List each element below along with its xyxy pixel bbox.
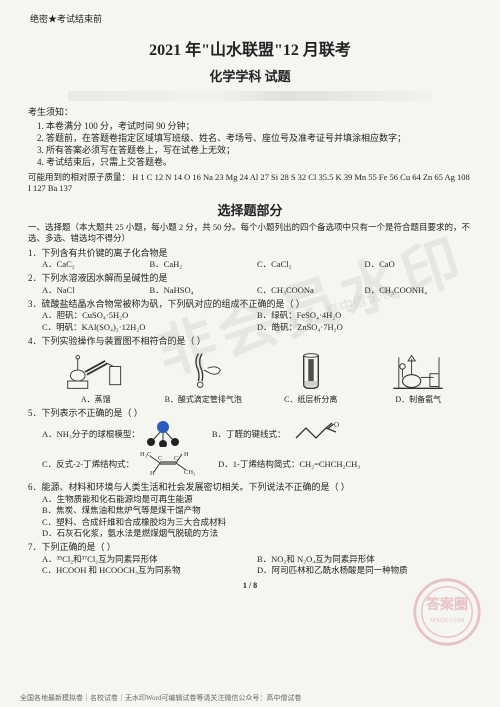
q1-opt-d: D．CaO — [365, 259, 473, 270]
q5-opt-c: C．反式-2-丁烯结构式： — [42, 459, 134, 470]
question-6: 6．能源、材料和环境与人类生活和社会发展密切相关。下列说法不正确的是（ ） A．… — [28, 481, 472, 539]
section-title: 选择题部分 — [28, 200, 472, 219]
notice-item: 答题前，在答题卷指定区域填写班级、姓名、考场号、座位号及准考证号并填涂相应数字； — [46, 132, 472, 144]
q7-opt-a: A．³⁵Cl₂和³⁷Cl₂互为同素异形体 — [42, 554, 257, 565]
fig-distillation: A．蒸馏 — [56, 350, 136, 405]
q5-opt-d: D．1-丁烯结构简式：CH₂=CHCH₂CH₃ — [218, 459, 360, 470]
q3-opt-a: A．胆矾：CuSO₄·5H₂O — [42, 310, 257, 321]
q7-opt-c: C．HCOOH 和 HCOOCH₃互为同系物 — [42, 565, 257, 576]
q6-opt-a: A．生物质能和化石能源均是可再生能源 — [42, 494, 472, 505]
q5-stem: 5．下列表示不正确的是（ ） — [28, 407, 472, 419]
q4-label-c: C．纸层析分离 — [284, 394, 337, 405]
question-2: 2．下列水溶液因水解而呈碱性的是 A．NaCl B．NaHSO₄ C．CH₃CO… — [28, 272, 472, 296]
q1-opt-b: B．CaH₂ — [150, 259, 258, 270]
q2-opt-a: A．NaCl — [42, 285, 150, 296]
q1-stem: 1．下列含有共价键的离子化合物是 — [28, 247, 472, 259]
svg-text:MXQE.COM: MXQE.COM — [430, 617, 465, 624]
fig-burette: B．酸式滴定管排气泡 — [163, 350, 243, 405]
exam-title: 2021 年"山水联盟"12 月联考 — [28, 36, 472, 60]
question-7: 7．下列正确的是（ ） A．³⁵Cl₂和³⁷Cl₂互为同素异形体 B．NO₂和 … — [28, 541, 472, 576]
notice-list: 本卷满分 100 分，考试时间 90 分钟； 答题前，在答题卷指定区域填写班级、… — [46, 120, 472, 169]
notice-label: 考生须知： — [28, 105, 472, 118]
q4-label-a: A．蒸馏 — [81, 394, 111, 405]
q7-stem: 7．下列正确的是（ ） — [28, 541, 472, 553]
q6-stem: 6．能源、材料和环境与人类生活和社会发展密切相关。下列说法不正确的是（ ） — [28, 481, 472, 493]
question-4: 4．下列实验操作与装置图不相符合的是（ ） A．蒸馏 — [28, 335, 472, 405]
q4-stem: 4．下列实验操作与装置图不相符合的是（ ） — [28, 335, 472, 347]
subject-title: 化学学科 试题 — [28, 66, 472, 85]
q6-opt-b: B．焦炭、煤焦油和焦炉气等是煤干馏产物 — [42, 505, 472, 516]
q4-figures: A．蒸馏 B．酸式滴定管排气泡 C．纸层析分离 — [42, 350, 472, 405]
q7-opt-d: D．阿司匹林和乙酰水杨酸是同一种物质 — [257, 565, 472, 576]
q3-opt-b: B．绿矾：FeSO₄·4H₂O — [257, 310, 472, 321]
q5-opt-b: B．丁醛的键线式： — [212, 429, 286, 440]
q2-stem: 2．下列水溶液因水解而呈碱性的是 — [28, 272, 472, 284]
smudge-bar — [68, 91, 432, 101]
confidential-label: 绝密★考试结束前 — [30, 12, 102, 25]
butanal-skeletal-icon: O — [292, 422, 342, 447]
trans-2-butene-icon: H₃C H H CH₃ C C — [140, 450, 196, 479]
q6-opt-c: C．塑料、合成纤维和合成橡胶均为三大合成材料 — [42, 517, 472, 528]
answer-stamp-icon: 答案圈 MXQE.COM — [412, 577, 482, 647]
q6-opt-d: D．石灰石化浆，氨水法是燃煤烟气脱硫的方法 — [42, 528, 472, 539]
svg-text:C: C — [158, 455, 162, 462]
q4-label-d: D．制备氨气 — [395, 394, 441, 405]
question-5: 5．下列表示不正确的是（ ） A．NH₃分子的球棍模型： B．丁醛的键线式： — [28, 407, 472, 479]
q1-opt-a: A．CaC₂ — [42, 259, 150, 270]
notice-item: 所有答案必须写在答题卷上，写在试卷上无效； — [46, 144, 472, 156]
page-number: 1 / 8 — [28, 581, 472, 590]
question-3: 3．硫酸盐结晶水合物常被称为矾，下列矾对应的组成不正确的是（ ） A．胆矾：Cu… — [28, 298, 472, 333]
atomic-masses: 可能用到的相对原子质量： H 1 C 12 N 14 O 16 Na 23 Mg… — [28, 172, 472, 194]
q5-opt-a: A．NH₃分子的球棍模型： — [42, 429, 140, 440]
footer: 全国各地最新模拟卷｜名校试卷｜无水印Word可编辑试卷等请关注微信公众号：高中僧… — [0, 693, 500, 703]
svg-text:H₃C: H₃C — [140, 451, 151, 458]
svg-text:O: O — [334, 422, 339, 429]
atomic-label: 可能用到的相对原子质量： — [28, 172, 130, 182]
q3-opt-c: C．明矾：KAl(SO₄)₂·12H₂O — [42, 322, 257, 333]
q4-label-b: B．酸式滴定管排气泡 — [165, 394, 242, 405]
svg-text:H: H — [150, 470, 155, 476]
svg-text:CH₃: CH₃ — [184, 469, 195, 476]
nh3-model-icon — [146, 419, 180, 450]
notice-item: 本卷满分 100 分，考试时间 90 分钟； — [46, 120, 472, 132]
fig-chromatography: C．纸层析分离 — [271, 350, 351, 405]
q2-opt-d: D．CH₃COONH₄ — [365, 285, 473, 296]
fig-chlorine-prep: D．制备氨气 — [378, 350, 458, 405]
q3-opt-d: D．皓矾：ZnSO₄·7H₂O — [257, 322, 472, 333]
svg-text:C: C — [174, 455, 178, 462]
svg-text:答案圈: 答案圈 — [426, 596, 468, 613]
q2-opt-c: C．CH₃COONa — [257, 285, 365, 296]
q1-opt-c: C．CaCl₂ — [257, 259, 365, 270]
q7-opt-b: B．NO₂和 N₂O₄互为同素异形体 — [257, 554, 472, 565]
section-desc: 一、选择题（本大题共 25 小题，每小题 2 分，共 50 分。每个小题列出的四… — [28, 222, 472, 244]
question-1: 1．下列含有共价键的离子化合物是 A．CaC₂ B．CaH₂ C．CaCl₂ D… — [28, 247, 472, 271]
q2-opt-b: B．NaHSO₄ — [150, 285, 258, 296]
notice-item: 考试结束后，只需上交答题卷。 — [46, 156, 472, 168]
q3-stem: 3．硫酸盐结晶水合物常被称为矾，下列矾对应的组成不正确的是（ ） — [28, 298, 472, 310]
svg-text:H: H — [184, 451, 189, 458]
footer-left: 全国各地最新模拟卷｜名校试卷｜无水印Word可编辑试卷等请关注微信公众号：高中僧… — [20, 693, 301, 703]
